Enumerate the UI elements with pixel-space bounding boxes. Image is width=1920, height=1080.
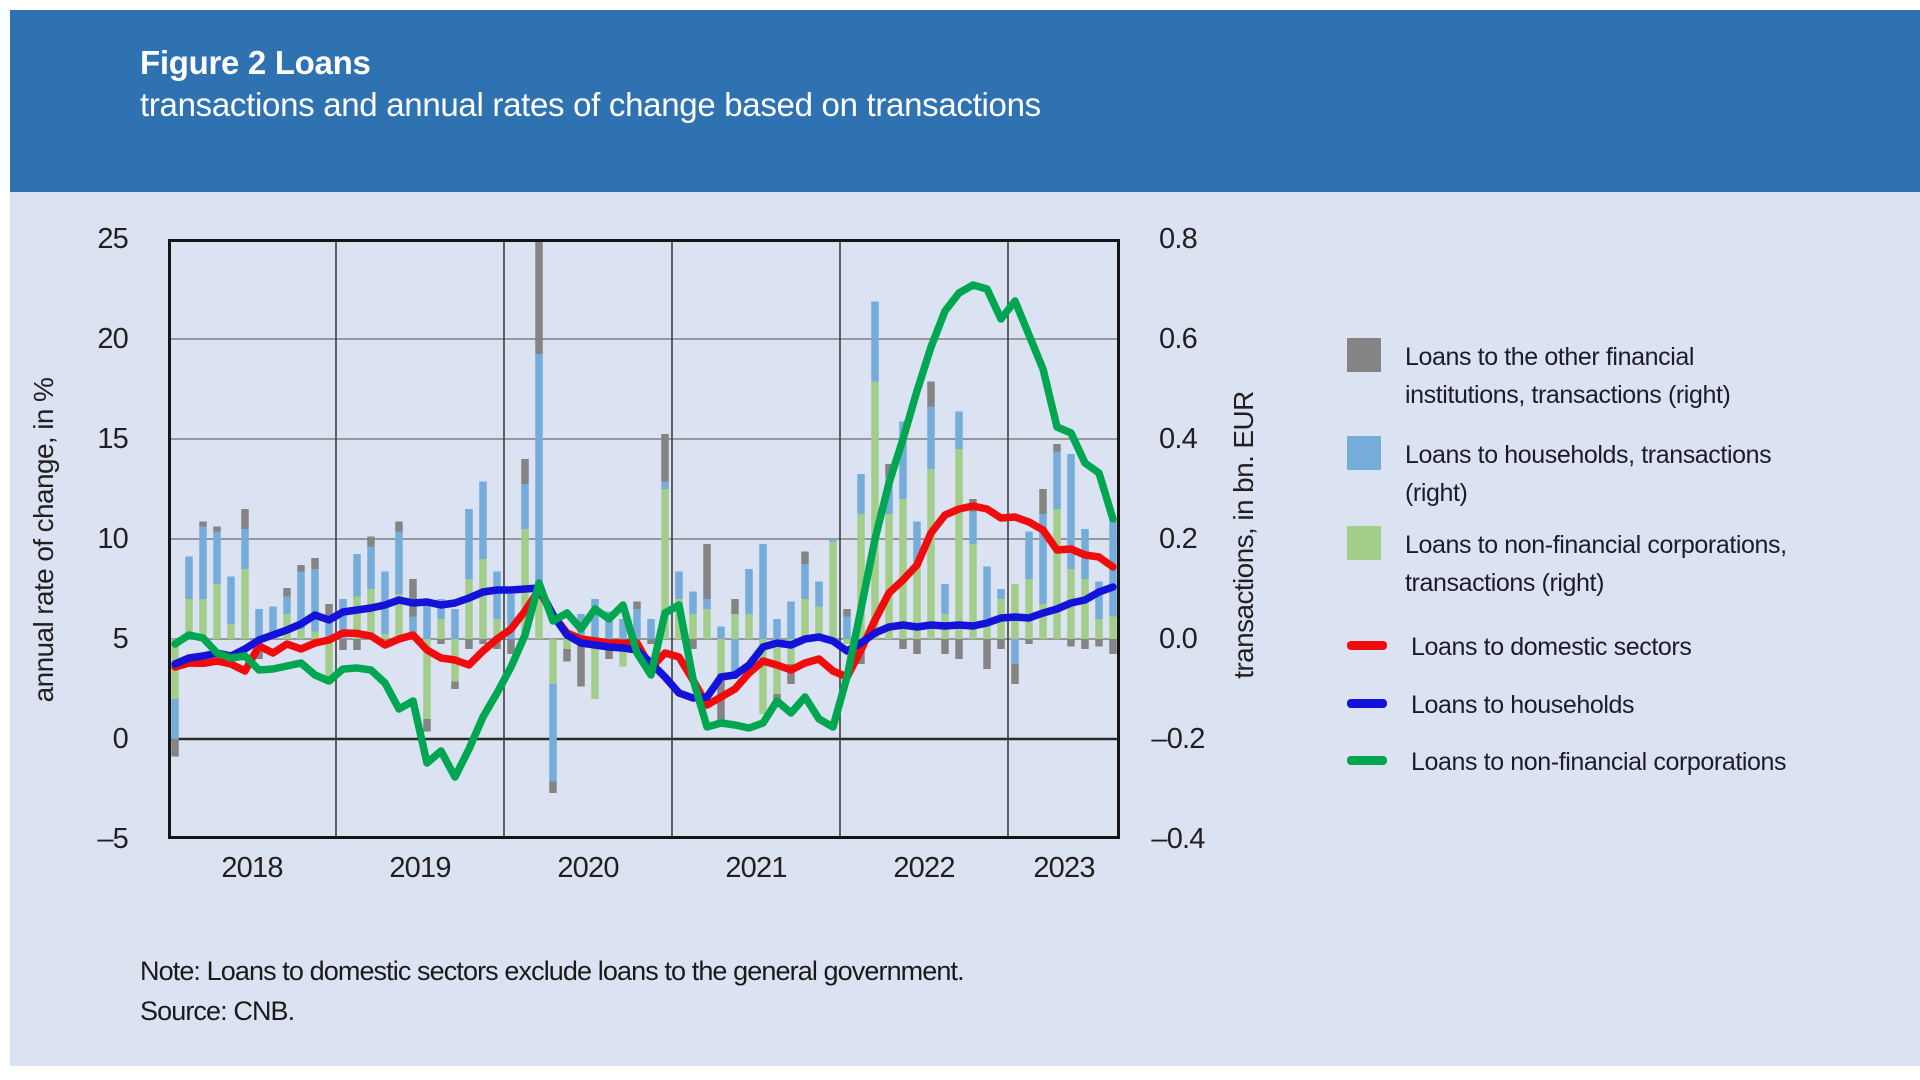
year-label: 2022 bbox=[893, 852, 955, 884]
legend-item-households-line: Loans to households bbox=[1347, 686, 1635, 724]
legend-label: Loans to households, transactions bbox=[1405, 441, 1772, 469]
right-axis-title: transactions, in bn. EUR bbox=[1228, 391, 1259, 679]
legend-item-ofi-transactions: Loans to the other financial institutions… bbox=[1347, 338, 1731, 414]
right-tick-label: 0.4 bbox=[1159, 423, 1198, 455]
left-tick-label: 0 bbox=[112, 723, 129, 755]
legend-label: (right) bbox=[1405, 479, 1468, 507]
legend-label: Loans to households bbox=[1411, 691, 1635, 719]
legend-label: Loans to non-financial corporations bbox=[1411, 748, 1787, 776]
right-tick-label: –0.2 bbox=[1151, 723, 1205, 755]
legend-label: Loans to the other financial bbox=[1405, 343, 1695, 371]
legend-label: transactions (right) bbox=[1405, 569, 1605, 597]
left-tick-label: 5 bbox=[112, 623, 129, 655]
header-band: Figure 2 Loans transactions and annual r… bbox=[10, 10, 1920, 192]
figure-panel: Figure 2 Loans transactions and annual r… bbox=[10, 10, 1920, 1066]
source-text: Source: CNB. bbox=[140, 996, 295, 1026]
legend-item-nfc-line: Loans to non-financial corporations bbox=[1347, 743, 1787, 781]
left-tick-label: 25 bbox=[97, 223, 128, 255]
right-tick-label: 0.6 bbox=[1159, 323, 1198, 355]
right-tick-label: 0.2 bbox=[1159, 523, 1198, 555]
note-text: Note: Loans to domestic sectors exclude … bbox=[140, 956, 965, 986]
blue-bar-swatch-icon bbox=[1347, 436, 1381, 470]
right-tick-label: –0.4 bbox=[1151, 823, 1205, 855]
blue-line-swatch-icon bbox=[1347, 699, 1387, 708]
legend-label: Loans to non-financial corporations, bbox=[1405, 531, 1787, 559]
year-label: 2021 bbox=[725, 852, 787, 884]
right-tick-label: 0.0 bbox=[1159, 623, 1198, 655]
legend-item-domestic-sectors-line: Loans to domestic sectors bbox=[1347, 628, 1692, 666]
legend-item-households-transactions: Loans to households, transactions (right) bbox=[1347, 436, 1772, 512]
left-tick-label: 20 bbox=[97, 323, 128, 355]
year-label: 2020 bbox=[557, 852, 619, 884]
year-label: 2019 bbox=[389, 852, 451, 884]
left-tick-label: –5 bbox=[97, 823, 128, 855]
left-tick-label: 10 bbox=[97, 523, 128, 555]
gray-bar-swatch-icon bbox=[1347, 338, 1381, 372]
green-line-swatch-icon bbox=[1347, 756, 1387, 765]
year-label: 2023 bbox=[1033, 852, 1095, 884]
figure-subtitle: transactions and annual rates of change … bbox=[140, 86, 1041, 123]
year-label: 2018 bbox=[221, 852, 283, 884]
legend-label: Loans to domestic sectors bbox=[1411, 633, 1692, 661]
red-line-swatch-icon bbox=[1347, 641, 1387, 650]
legend-item-nfc-transactions: Loans to non-financial corporations, tran… bbox=[1347, 526, 1787, 602]
right-tick-label: 0.8 bbox=[1159, 223, 1198, 255]
legend-label: institutions, transactions (right) bbox=[1405, 381, 1731, 409]
figure-title: Figure 2 Loans bbox=[140, 44, 371, 81]
chart-plot bbox=[168, 239, 1120, 839]
left-tick-label: 15 bbox=[97, 423, 128, 455]
green-bar-swatch-icon bbox=[1347, 526, 1381, 560]
